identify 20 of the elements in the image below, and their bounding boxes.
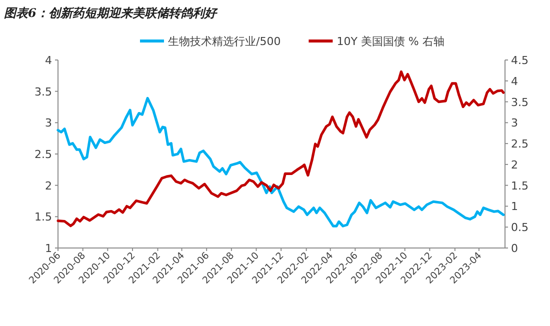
y-tick-label: 2 bbox=[45, 179, 52, 192]
legend-label: 生物技术精选行业/500 bbox=[168, 35, 281, 48]
y2-tick-label: 1.5 bbox=[511, 179, 528, 192]
y2-tick-label: 0.5 bbox=[511, 221, 528, 234]
y2-tick-label: 3.5 bbox=[511, 96, 528, 109]
y2-tick-label: 1 bbox=[511, 200, 518, 214]
y-tick-label: 2.5 bbox=[34, 148, 52, 161]
y2-tick-label: 2.5 bbox=[511, 138, 528, 151]
y2-tick-label: 4 bbox=[511, 74, 518, 88]
legend-label: 10Y 美国国债 % 右轴 bbox=[336, 35, 444, 48]
y-tick-label: 1 bbox=[45, 242, 52, 255]
y-tick-label: 4 bbox=[45, 54, 52, 67]
y2-tick-label: 4.5 bbox=[511, 54, 528, 67]
y-tick-label: 3 bbox=[45, 116, 52, 130]
y-tick-label: 1.5 bbox=[34, 210, 52, 224]
y2-tick-label: 2 bbox=[511, 158, 518, 172]
y2-tick-label: 3 bbox=[511, 116, 518, 130]
y-tick-label: 3.5 bbox=[34, 85, 52, 98]
y2-tick-label: 0 bbox=[511, 242, 518, 255]
chart-title: 图表6：创新药短期迎来美联储转鸽利好 bbox=[4, 6, 218, 20]
